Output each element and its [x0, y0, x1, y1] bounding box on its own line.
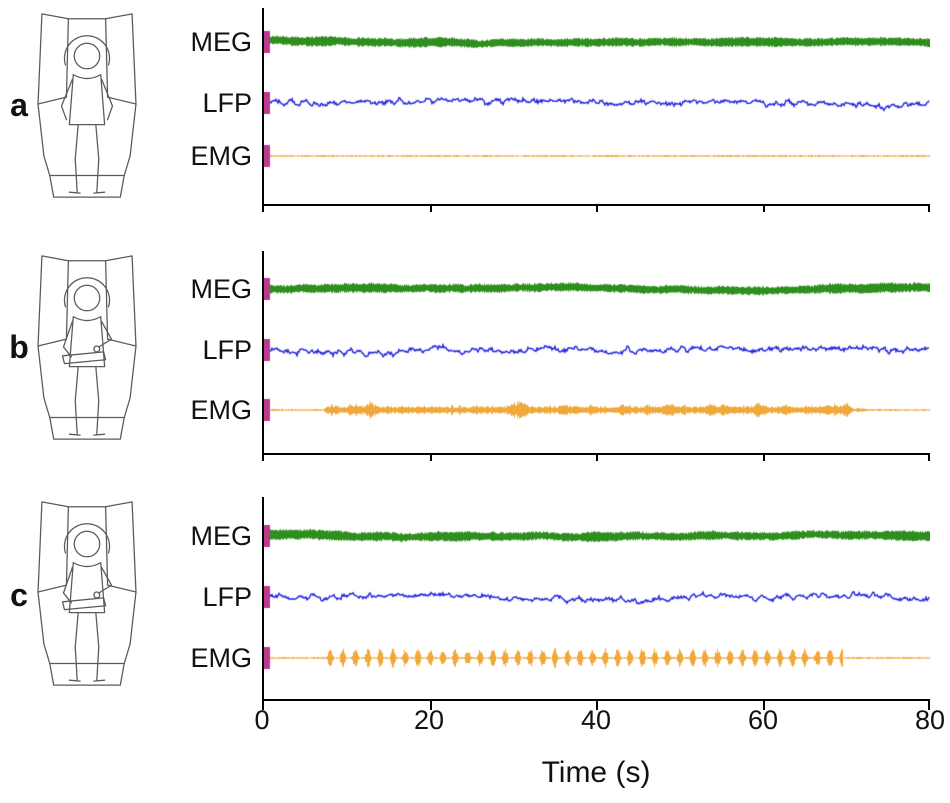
x-axis-tick: [429, 206, 432, 212]
x-tick-label: 20: [413, 705, 445, 735]
x-axis-tick-labels: 0 20 40 60 80: [254, 705, 945, 737]
trace-label-lfp: LFP: [202, 582, 252, 612]
trace-label-meg: MEG: [190, 274, 252, 304]
x-axis-tick: [262, 455, 264, 461]
meg-chair-illustration-task: [26, 251, 148, 443]
x-axis-tick: [762, 701, 765, 710]
trace-label-emg: EMG: [190, 395, 252, 425]
x-axis-tick: [596, 206, 598, 212]
x-axis-tick: [262, 206, 264, 212]
plot-panel-b: [262, 251, 930, 461]
x-axis-tick: [762, 455, 765, 461]
trace-label-lfp: LFP: [202, 335, 252, 365]
x-axis-tick: [429, 455, 432, 461]
panel-c-letter: c: [10, 577, 28, 613]
signal-traces-canvas-b: [264, 251, 930, 453]
trace-label-meg: MEG: [190, 521, 252, 551]
meg-chair-illustration-task: [26, 497, 148, 689]
x-tick-label: 40: [580, 705, 612, 735]
x-axis-tick: [928, 701, 930, 710]
x-tick-label: 80: [914, 705, 946, 735]
x-axis-tick: [928, 455, 930, 461]
x-axis-tick: [262, 701, 264, 710]
x-tick-label: 60: [747, 705, 779, 735]
x-axis-tick: [928, 206, 930, 212]
plot-panel-c: [262, 497, 930, 710]
plot-panel-a: [262, 8, 930, 212]
x-axis-tick: [429, 701, 432, 710]
trace-label-lfp: LFP: [202, 88, 252, 118]
meg-chair-illustration-rest: [26, 9, 148, 201]
trace-label-emg: EMG: [190, 643, 252, 673]
panel-a-letter: a: [10, 87, 28, 123]
panel-b-letter: b: [9, 329, 29, 365]
signal-traces-canvas-a: [264, 8, 930, 204]
signal-traces-canvas-c: [264, 497, 930, 699]
trace-label-meg: MEG: [190, 27, 252, 57]
x-axis-title: Time (s): [541, 756, 651, 789]
x-tick-label: 0: [254, 705, 270, 735]
x-axis-tick: [596, 701, 598, 710]
x-axis-tick: [762, 206, 765, 212]
trace-label-emg: EMG: [190, 141, 252, 171]
x-axis-tick: [596, 455, 598, 461]
